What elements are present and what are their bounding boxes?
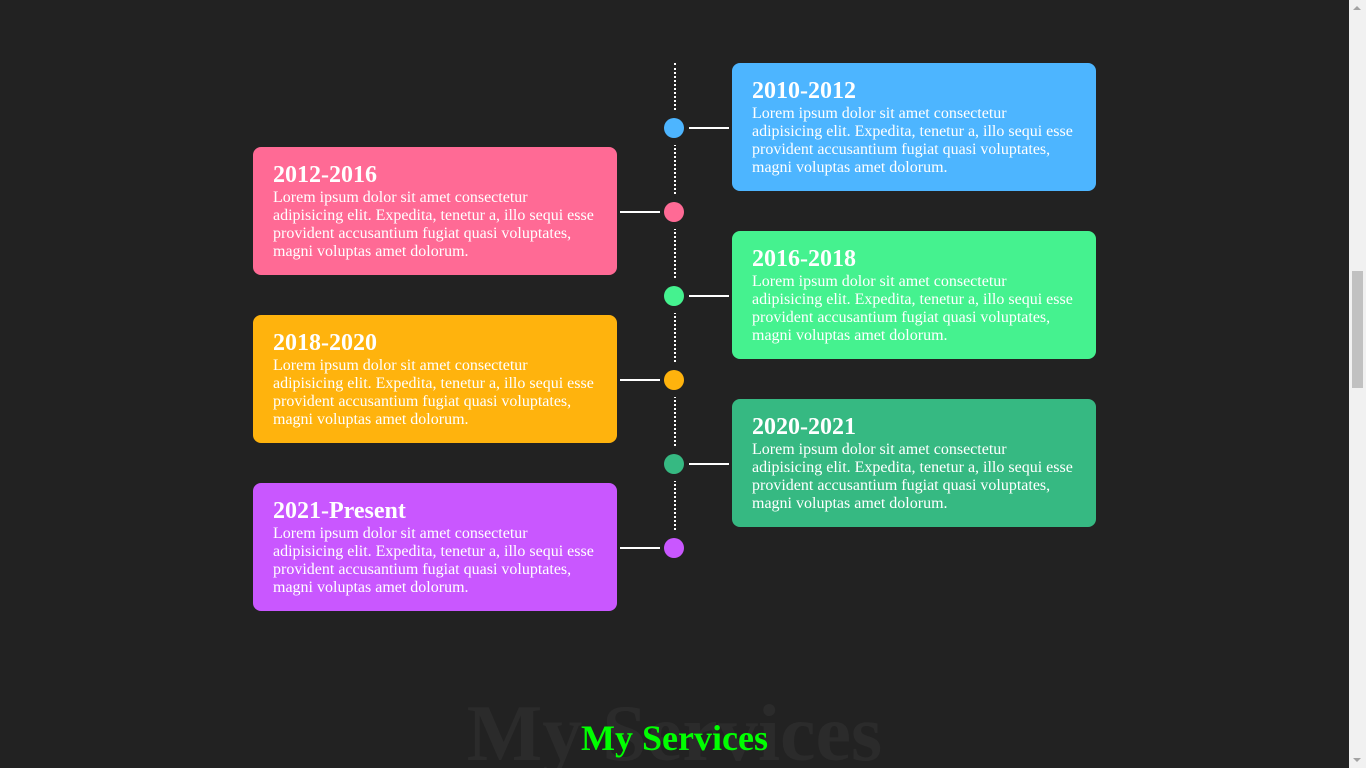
- timeline-year: 2020-2021: [752, 414, 856, 440]
- timeline-connector: [689, 463, 729, 465]
- timeline-year: 2016-2018: [752, 246, 856, 272]
- timeline-description: Lorem ipsum dolor sit amet consectetur a…: [273, 525, 594, 596]
- timeline-dot: [664, 454, 684, 474]
- timeline-card: 2016-2018 Lorem ipsum dolor sit amet con…: [732, 231, 1096, 359]
- timeline-dot: [664, 286, 684, 306]
- timeline-connector: [689, 295, 729, 297]
- scroll-down-arrow-icon[interactable]: [1353, 758, 1361, 762]
- timeline-connector: [620, 211, 660, 213]
- timeline-year: 2021-Present: [273, 498, 406, 524]
- timeline-card: 2021-Present Lorem ipsum dolor sit amet …: [253, 483, 617, 611]
- vertical-scrollbar[interactable]: [1349, 0, 1366, 768]
- timeline-card: 2012-2016 Lorem ipsum dolor sit amet con…: [253, 147, 617, 275]
- timeline-description: Lorem ipsum dolor sit amet consectetur a…: [273, 357, 594, 428]
- scrollbar-thumb[interactable]: [1352, 271, 1363, 388]
- timeline-dot: [664, 202, 684, 222]
- timeline-dot: [664, 118, 684, 138]
- timeline-card: 2020-2021 Lorem ipsum dolor sit amet con…: [732, 399, 1096, 527]
- timeline-connector: [620, 547, 660, 549]
- timeline-connector: [689, 127, 729, 129]
- timeline-card: 2018-2020 Lorem ipsum dolor sit amet con…: [253, 315, 617, 443]
- timeline-year: 2012-2016: [273, 162, 377, 188]
- services-background-text: My Services: [466, 690, 883, 768]
- timeline-description: Lorem ipsum dolor sit amet consectetur a…: [752, 441, 1073, 512]
- services-title: My Services: [581, 718, 768, 758]
- timeline-year: 2018-2020: [273, 330, 377, 356]
- timeline-description: Lorem ipsum dolor sit amet consectetur a…: [752, 105, 1073, 176]
- timeline-dot: [664, 538, 684, 558]
- scroll-up-arrow-icon[interactable]: [1353, 6, 1361, 10]
- timeline-year: 2010-2012: [752, 78, 856, 104]
- timeline-dot: [664, 370, 684, 390]
- timeline-description: Lorem ipsum dolor sit amet consectetur a…: [273, 189, 594, 260]
- timeline-description: Lorem ipsum dolor sit amet consectetur a…: [752, 273, 1073, 344]
- timeline-card: 2010-2012 Lorem ipsum dolor sit amet con…: [732, 63, 1096, 191]
- timeline-connector: [620, 379, 660, 381]
